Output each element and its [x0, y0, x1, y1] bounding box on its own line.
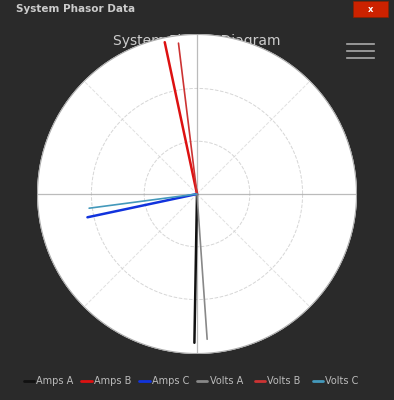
Text: Amps A: Amps A [36, 376, 74, 386]
Text: System Phasor Diagram: System Phasor Diagram [113, 34, 281, 48]
Text: Amps C: Amps C [152, 376, 189, 386]
Text: Amps B: Amps B [94, 376, 132, 386]
Text: Volts C: Volts C [325, 376, 359, 386]
Text: x: x [368, 4, 373, 14]
Text: Volts B: Volts B [268, 376, 301, 386]
Text: System Phasor Data: System Phasor Data [16, 4, 135, 14]
Text: Volts A: Volts A [210, 376, 243, 386]
Bar [353, 2, 388, 16]
